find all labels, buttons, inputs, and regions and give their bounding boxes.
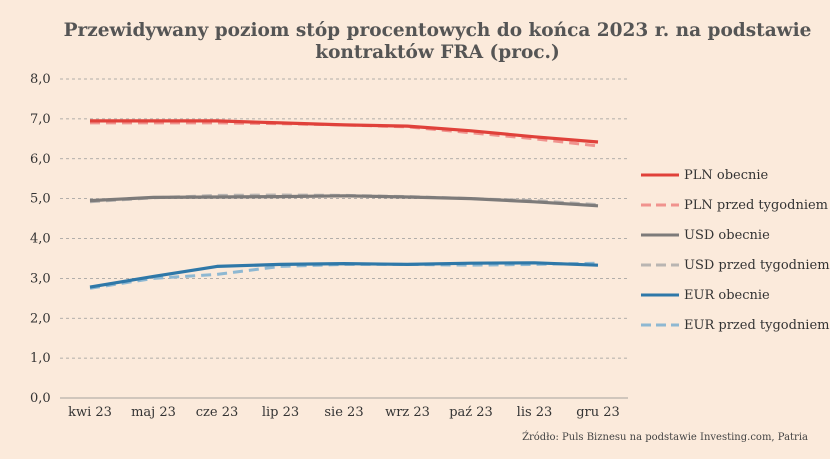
legend-label: USD przed tygodniem bbox=[684, 257, 830, 273]
legend-label: USD obecnie bbox=[684, 227, 770, 243]
x-tick-label: gru 23 bbox=[576, 405, 620, 420]
x-tick-label: lip 23 bbox=[262, 405, 299, 420]
y-tick-label: 1,0 bbox=[30, 351, 51, 366]
source-note: Źródło: Puls Biznesu na podstawie Invest… bbox=[522, 432, 808, 443]
series-line-4 bbox=[89, 261, 599, 289]
x-axis-ticks: kwi 23 maj 23 cze 23 lip 23 sie 23 wrz 23 paź … bbox=[68, 405, 620, 420]
legend-swatch bbox=[641, 263, 679, 267]
series-line-5 bbox=[89, 261, 599, 290]
x-tick-label: kwi 23 bbox=[68, 405, 112, 420]
x-tick-label: wrz 23 bbox=[385, 405, 430, 420]
legend-item-5: EUR przed tygodniem bbox=[640, 310, 830, 340]
y-tick-label: 3,0 bbox=[30, 271, 51, 286]
chart-title: Przewidywany poziom stóp procentowych do… bbox=[0, 20, 830, 64]
legend-swatch bbox=[641, 203, 679, 207]
x-tick-label: cze 23 bbox=[196, 405, 239, 420]
y-tick-label: 5,0 bbox=[30, 192, 51, 207]
x-tick-label: sie 23 bbox=[324, 405, 363, 420]
series-lines bbox=[89, 119, 599, 290]
y-axis-ticks: 0,0 1,0 2,0 3,0 4,0 5,0 6,0 7,0 8,0 bbox=[30, 72, 51, 406]
x-tick-label: paź 23 bbox=[449, 405, 493, 420]
legend-label: PLN przed tygodniem bbox=[684, 197, 829, 213]
legend-swatch bbox=[641, 233, 679, 237]
legend-item-2: USD obecnie bbox=[640, 220, 830, 250]
legend-swatch bbox=[641, 293, 679, 297]
legend-item-0: PLN obecnie bbox=[640, 160, 830, 190]
series-line-0 bbox=[90, 119, 599, 144]
series-line-1 bbox=[90, 121, 599, 148]
grid-lines bbox=[60, 78, 628, 399]
legend-item-4: EUR obecnie bbox=[640, 280, 830, 310]
chart-title-line-1: Przewidywany poziom stóp procentowych do… bbox=[63, 20, 812, 41]
y-tick-label: 4,0 bbox=[30, 232, 51, 247]
chart-title-line-2: kontraktów FRA (proc.) bbox=[315, 42, 560, 63]
legend-item-3: USD przed tygodniem bbox=[640, 250, 830, 280]
series-line-2 bbox=[89, 194, 599, 208]
y-tick-label: 0,0 bbox=[30, 391, 51, 406]
y-tick-label: 7,0 bbox=[30, 112, 51, 127]
legend-item-1: PLN przed tygodniem bbox=[640, 190, 830, 220]
y-tick-label: 2,0 bbox=[30, 311, 51, 326]
legend: PLN obecnie PLN przed tygodniem USD obecni… bbox=[640, 160, 830, 340]
x-tick-label: lis 23 bbox=[517, 405, 553, 420]
legend-label: EUR przed tygodniem bbox=[684, 317, 830, 333]
legend-swatch bbox=[641, 173, 679, 177]
legend-label: EUR obecnie bbox=[684, 287, 770, 303]
x-tick-label: maj 23 bbox=[131, 405, 176, 420]
y-tick-label: 6,0 bbox=[30, 152, 51, 167]
legend-label: PLN obecnie bbox=[684, 167, 769, 183]
y-tick-label: 8,0 bbox=[30, 72, 51, 87]
legend-swatch bbox=[641, 323, 679, 327]
